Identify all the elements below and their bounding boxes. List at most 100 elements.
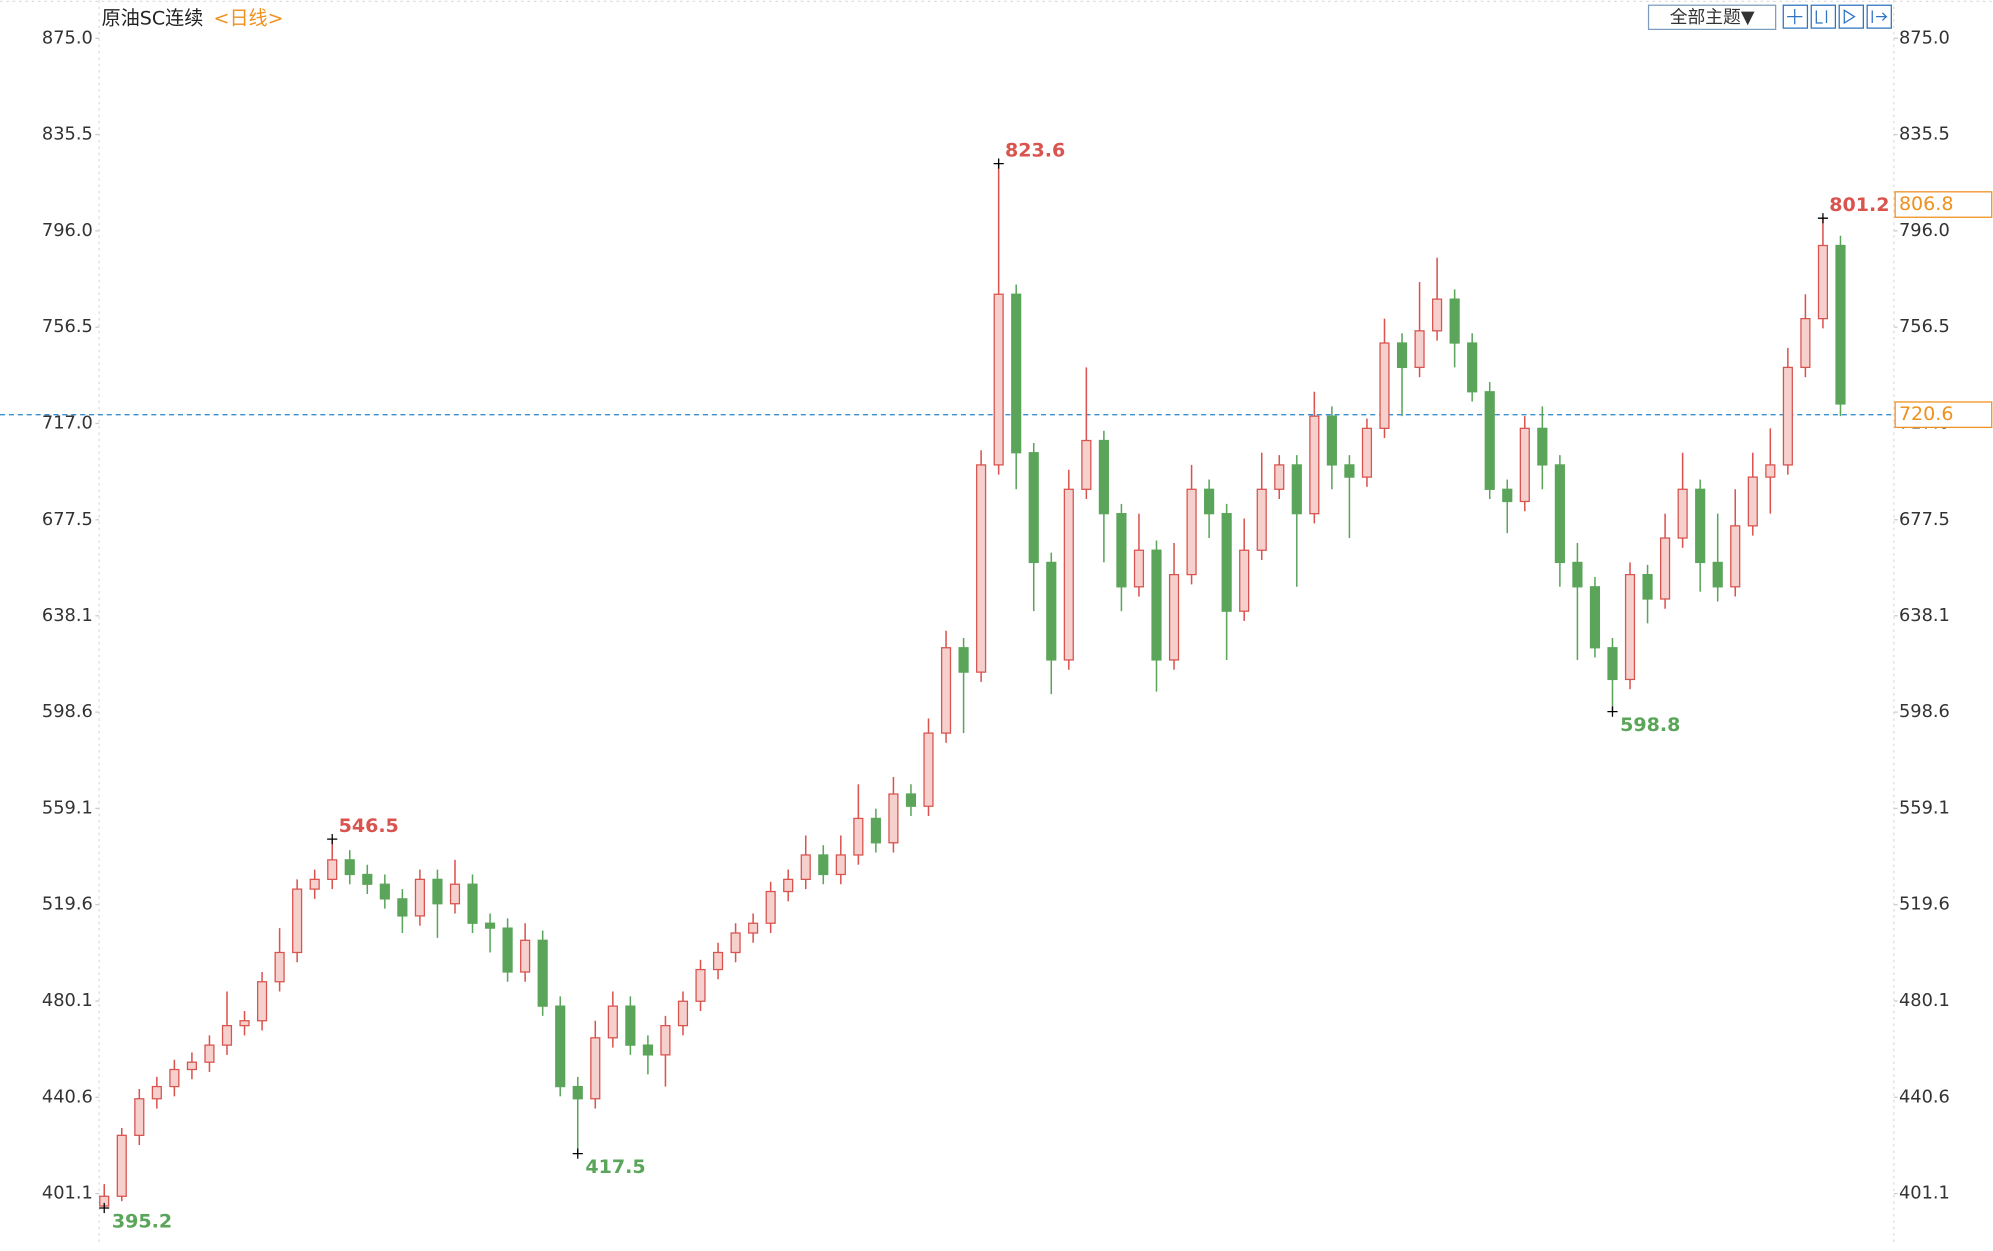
candle-body <box>1712 561 1723 588</box>
y2-tick-label: 480.1 <box>1899 990 1950 1011</box>
candle-body <box>362 873 373 885</box>
tool-button[interactable] <box>1838 4 1864 29</box>
candle-body <box>958 647 969 673</box>
candle-body <box>888 793 899 844</box>
price-marker-box <box>1894 401 1993 429</box>
candle-body <box>169 1068 180 1088</box>
candle-body <box>1361 427 1373 478</box>
candle-body <box>467 883 478 924</box>
price-marker-label: 806.8 <box>1899 193 1954 215</box>
candle-body <box>1730 525 1741 588</box>
candle-body <box>1747 476 1758 527</box>
y-tick-label: 480.1 <box>42 990 93 1011</box>
y2-tick-label: 519.6 <box>1899 894 1950 915</box>
candle-body <box>1168 573 1180 661</box>
candle-body <box>1817 244 1829 320</box>
candle-body <box>660 1024 671 1056</box>
high-label: 546.5 <box>339 815 399 837</box>
candle-body <box>1396 342 1408 369</box>
low-label: 598.8 <box>1620 714 1680 736</box>
candle-body <box>730 932 741 954</box>
candle-body <box>1239 549 1250 612</box>
candle-body <box>1432 298 1443 332</box>
candle-body <box>923 732 934 807</box>
candle-body <box>1028 452 1039 564</box>
candle-body <box>134 1098 145 1136</box>
candle-body <box>976 464 987 673</box>
candle-body <box>204 1044 215 1063</box>
tool-icons <box>1787 9 1888 25</box>
candle-body <box>1607 647 1618 681</box>
y-tick-label: 598.6 <box>42 701 93 722</box>
candle-body <box>1274 464 1285 490</box>
high-marker <box>1817 213 1829 224</box>
candle-body <box>1554 464 1565 564</box>
toolbar <box>1782 4 1892 29</box>
y-tick-label: 519.6 <box>42 894 93 915</box>
candle-body <box>520 939 531 973</box>
candle-body <box>1519 427 1530 503</box>
y-tick-label: 875.0 <box>42 27 93 48</box>
candle-body <box>1484 391 1495 490</box>
candle-body <box>1765 464 1776 478</box>
candle-body <box>1098 439 1109 515</box>
y2-tick-label: 796.0 <box>1899 220 1950 241</box>
candle-body <box>1835 244 1846 405</box>
candle-body <box>1677 488 1688 539</box>
y2-tick-label: 401.1 <box>1899 1183 1950 1204</box>
candle-body <box>818 854 829 876</box>
low-marker <box>99 1202 110 1214</box>
candle-body <box>1344 464 1355 478</box>
candle-body <box>537 939 548 1007</box>
high-label: 823.6 <box>1005 139 1065 161</box>
tool-button[interactable] <box>1810 4 1837 29</box>
candle-body <box>327 859 338 880</box>
candle-body <box>502 927 513 973</box>
candle-body <box>677 1000 689 1027</box>
candle-body <box>1256 488 1267 551</box>
candle-body <box>1660 537 1671 600</box>
candle-body <box>835 854 846 876</box>
candle-body <box>783 878 794 893</box>
candle-body <box>1046 561 1057 661</box>
y-tick-label: 401.1 <box>42 1183 93 1204</box>
price-marker-box <box>1894 191 1993 218</box>
candle-body <box>1186 488 1197 576</box>
y2-tick-label: 440.6 <box>1899 1086 1950 1107</box>
y-tick-label: 756.5 <box>42 316 93 337</box>
candle-body <box>1414 330 1425 369</box>
candle-body <box>800 854 811 880</box>
candle-body <box>414 878 425 917</box>
candle-body <box>432 878 443 905</box>
candle-body <box>642 1044 653 1056</box>
candle-body <box>186 1061 197 1071</box>
candle-body <box>765 890 776 924</box>
high-label: 801.2 <box>1829 194 1889 216</box>
low-label: 417.5 <box>585 1156 645 1178</box>
candle-body <box>1204 488 1215 515</box>
candle-body <box>940 647 952 734</box>
candle-body <box>590 1037 601 1100</box>
theme-button-label[interactable]: 全部主题▼ <box>1670 7 1755 28</box>
candle-body <box>1449 298 1460 344</box>
y-tick-label: 835.5 <box>42 124 93 145</box>
y2-tick-label: 559.1 <box>1899 797 1950 818</box>
y-tick-label: 796.0 <box>42 220 93 241</box>
candle-body <box>748 922 759 934</box>
low-marker <box>572 1148 583 1159</box>
candle-body <box>625 1005 636 1046</box>
y2-tick-label: 875.0 <box>1899 27 1950 48</box>
price-marker-label: 720.6 <box>1899 403 1954 425</box>
candle-body <box>1081 439 1092 490</box>
y2-tick-label: 835.5 <box>1899 124 1950 145</box>
theme-button[interactable] <box>1647 4 1777 31</box>
candle-body <box>397 898 408 917</box>
candle-body <box>870 817 881 844</box>
candle-body <box>1379 342 1390 429</box>
candle-body <box>239 1020 250 1027</box>
candle-body <box>344 859 355 876</box>
low-label: 395.2 <box>112 1210 172 1232</box>
y-tick-label: 638.1 <box>42 605 93 626</box>
